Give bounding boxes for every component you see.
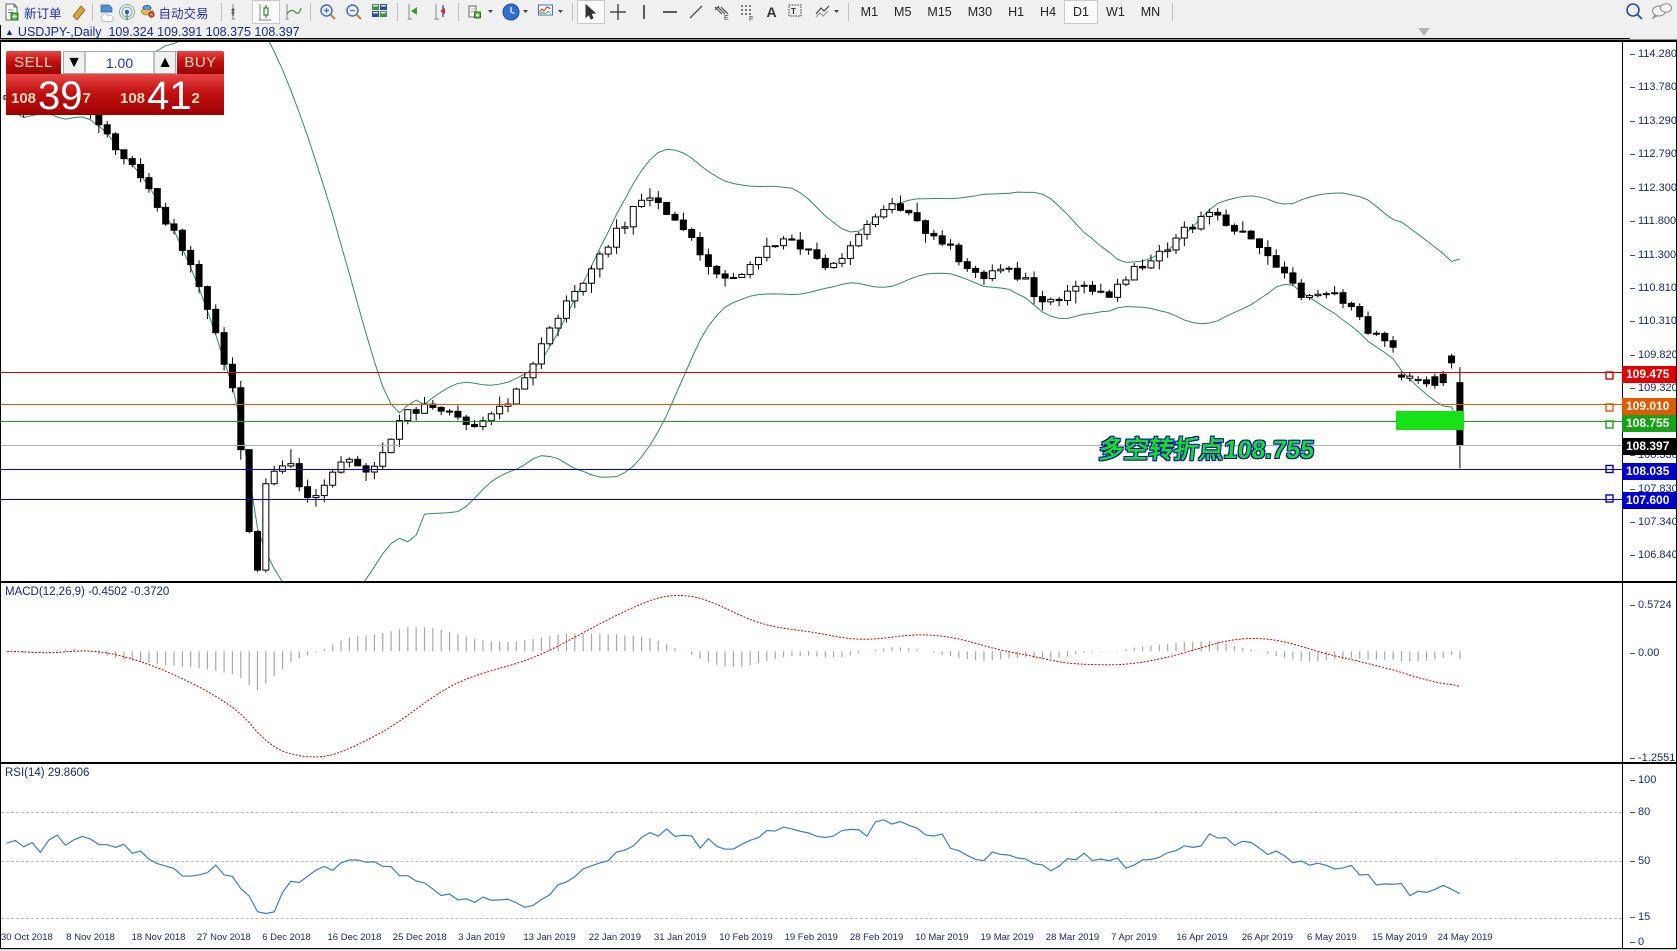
- svg-text:E: E: [724, 15, 729, 22]
- svg-text:T: T: [791, 7, 796, 16]
- svg-text:F: F: [749, 16, 753, 22]
